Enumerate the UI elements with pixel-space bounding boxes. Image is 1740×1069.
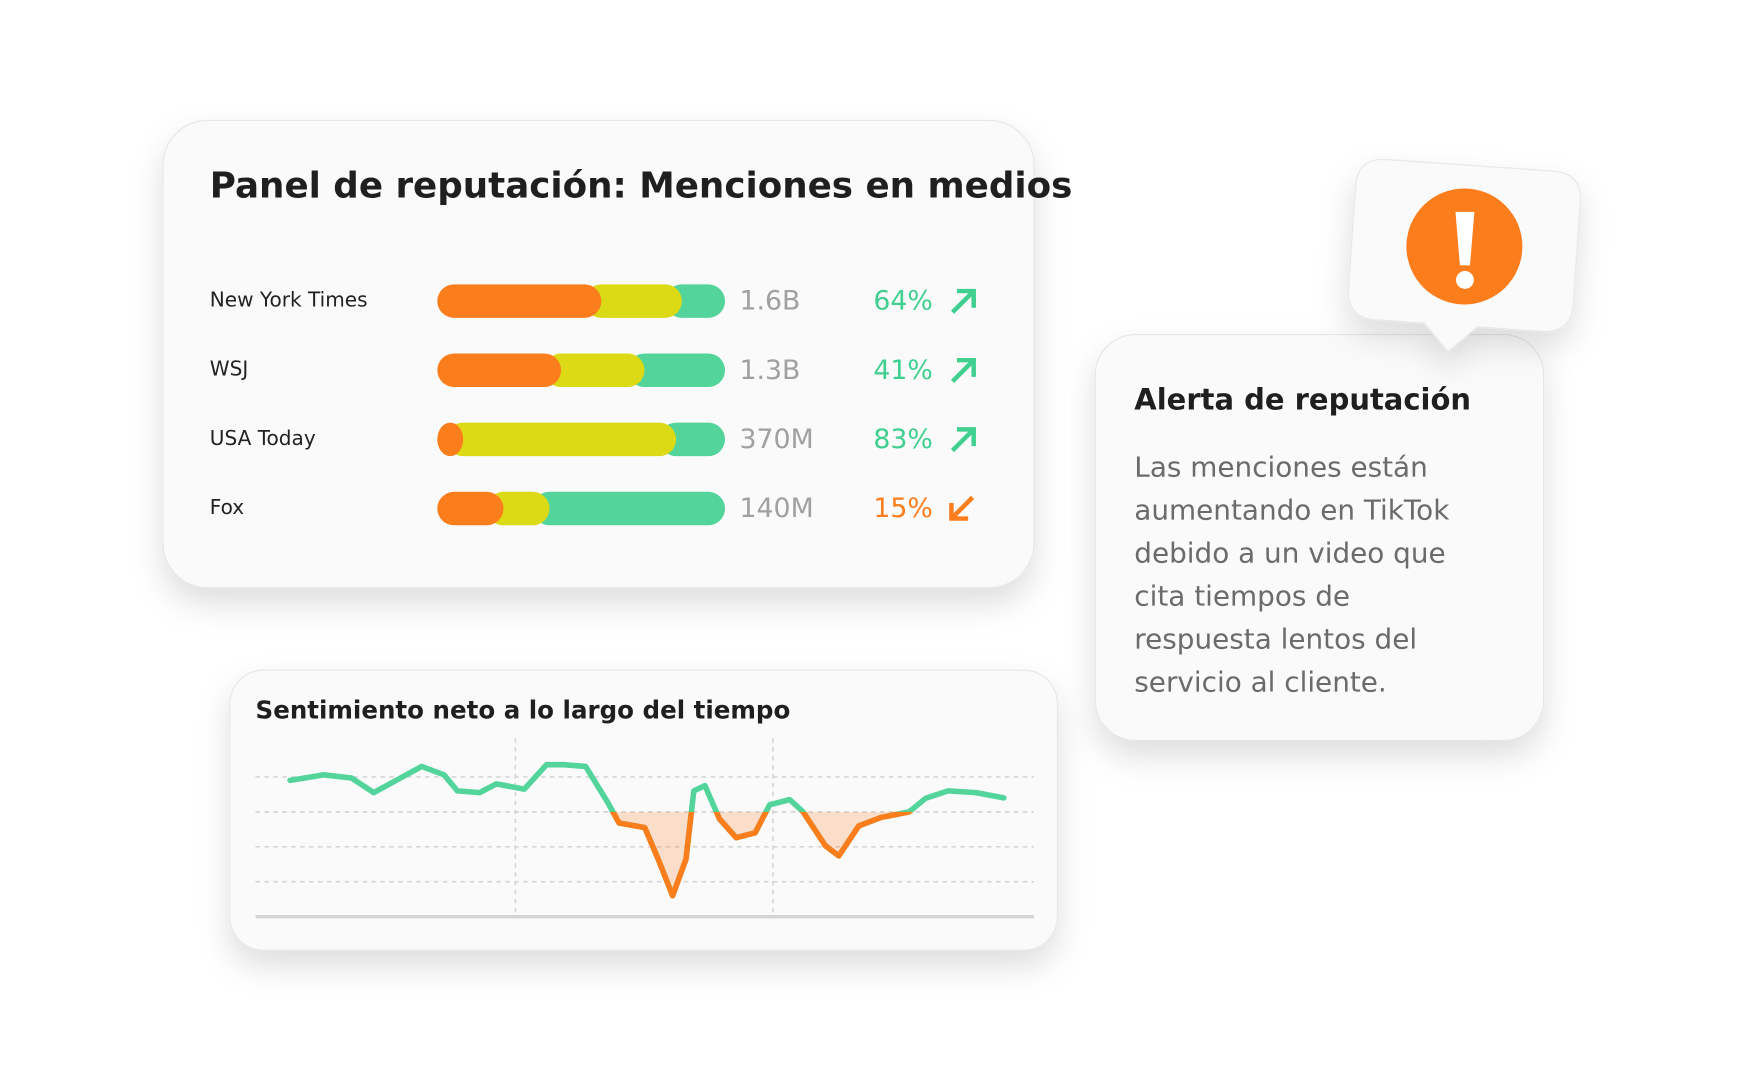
alert-text: debido a un video que xyxy=(1134,536,1445,569)
content: New York Times 1.6B 64% WSJ 1.3B 41% USA Today… xyxy=(210,284,1450,919)
trend-arrow xyxy=(949,495,975,521)
bar-segment xyxy=(437,422,464,457)
bar-segment xyxy=(627,353,726,387)
bar-segment xyxy=(437,491,504,526)
change-percent: 83% xyxy=(873,424,932,455)
mention-total: 1.6B xyxy=(740,286,801,317)
chart-title: Sentimiento neto a lo largo del tiempo xyxy=(256,695,791,724)
alert-title: Alerta de reputación xyxy=(1134,382,1471,416)
sentiment-line-below xyxy=(609,811,914,899)
bar-segment xyxy=(659,422,726,457)
change-percent: 41% xyxy=(873,355,932,386)
mention-total: 370M xyxy=(740,424,814,455)
chart-card xyxy=(229,669,1058,951)
bar-segment xyxy=(665,284,726,318)
alert-text: aumentando en TikTok xyxy=(1134,493,1450,526)
bar-segment xyxy=(486,491,550,526)
change-percent: 64% xyxy=(873,286,932,317)
below-area xyxy=(290,811,1004,896)
bar-segment xyxy=(437,284,602,318)
trend-arrow xyxy=(950,357,976,383)
source-name: Fox xyxy=(210,495,244,519)
panel-title: Panel de reputación: Menciones en medios xyxy=(210,165,1073,206)
alert-text: respuesta lentos del xyxy=(1134,623,1417,656)
bar-segment xyxy=(544,353,645,387)
trend-arrow xyxy=(950,427,976,453)
exclamation-dot xyxy=(1456,270,1474,289)
mention-total: 1.3B xyxy=(740,355,801,386)
alert-text: cita tiempos de xyxy=(1134,580,1350,613)
source-name: USA Today xyxy=(210,426,316,450)
alert-card xyxy=(1094,333,1545,742)
mention-total: 140M xyxy=(740,493,814,524)
trend-arrow xyxy=(950,288,976,314)
source-name: New York Times xyxy=(210,288,368,312)
alert-text: servicio al cliente. xyxy=(1134,666,1386,699)
bar-segment xyxy=(584,284,682,318)
bar-segment xyxy=(437,353,562,387)
bar-segment xyxy=(532,491,726,526)
alert-text: Las menciones están xyxy=(1134,450,1427,483)
change-percent: 15% xyxy=(873,493,932,524)
bar-segment xyxy=(446,422,677,457)
source-name: WSJ xyxy=(210,357,248,381)
exclamation-bar xyxy=(1455,211,1475,266)
